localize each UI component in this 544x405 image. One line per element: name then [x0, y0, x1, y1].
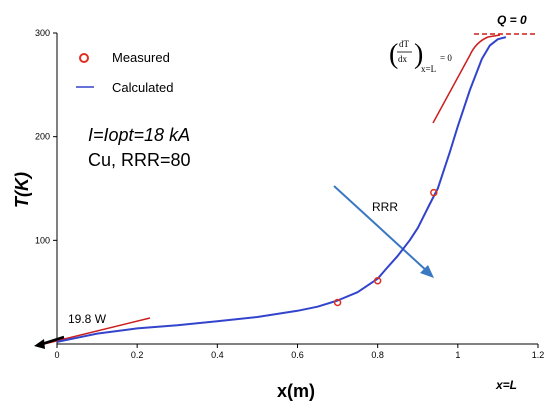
- x-equals-l-label: x=L: [495, 378, 517, 392]
- legend-calculated-label: Calculated: [112, 80, 173, 95]
- y-tick-label: 300: [35, 28, 50, 38]
- x-tick-label: 0.6: [291, 350, 304, 360]
- material-annotation: Cu, RRR=80: [88, 150, 191, 170]
- y-axis-label: T(K): [12, 172, 32, 208]
- bc-equals-zero: = 0: [440, 53, 452, 63]
- power-label: 19.8 W: [68, 312, 107, 326]
- rrr-label: RRR: [372, 200, 398, 214]
- current-annotation: I=Iopt=18 kA: [88, 125, 190, 145]
- y-tick-label: 100: [35, 235, 50, 245]
- legend-measured-marker: [79, 53, 89, 63]
- bc-subscript: x=L: [421, 64, 436, 74]
- axis-ticks: 0 0.2 0.4 0.6 0.8 1 1.2 100 200 300: [35, 28, 544, 360]
- x-tick-label: 0.4: [211, 350, 224, 360]
- x-tick-label: 0.8: [371, 350, 384, 360]
- bc-open-paren: (: [389, 39, 398, 70]
- rrr-arrow: [333, 185, 434, 278]
- data-point-measured: [430, 188, 438, 197]
- legend: Measured Calculated: [76, 50, 173, 95]
- bc-close-paren: ): [414, 39, 423, 70]
- data-point-measured: [373, 277, 382, 285]
- heat-flow-arrow: [34, 335, 65, 349]
- bc-numerator: dT: [399, 39, 410, 49]
- y-tick-label: 200: [35, 132, 50, 142]
- boundary-condition-formula: ( dT dx ) x=L = 0: [389, 39, 452, 74]
- x-tick-label: 0.2: [131, 350, 144, 360]
- data-point-measured: [333, 298, 342, 307]
- x-tick-label: 1: [455, 350, 460, 360]
- boundary-tangent-curve: [432, 34, 501, 124]
- bc-denominator: dx: [398, 54, 408, 64]
- x-tick-label: 1.2: [532, 350, 544, 360]
- series-layer: [56, 36, 507, 343]
- q-zero-label: Q = 0: [497, 13, 527, 27]
- legend-measured-label: Measured: [112, 50, 170, 65]
- power-slope-line: [43, 317, 151, 345]
- x-axis-label: x(m): [277, 381, 315, 401]
- x-tick-label: 0: [54, 350, 59, 360]
- series-line-calculated: [56, 36, 507, 343]
